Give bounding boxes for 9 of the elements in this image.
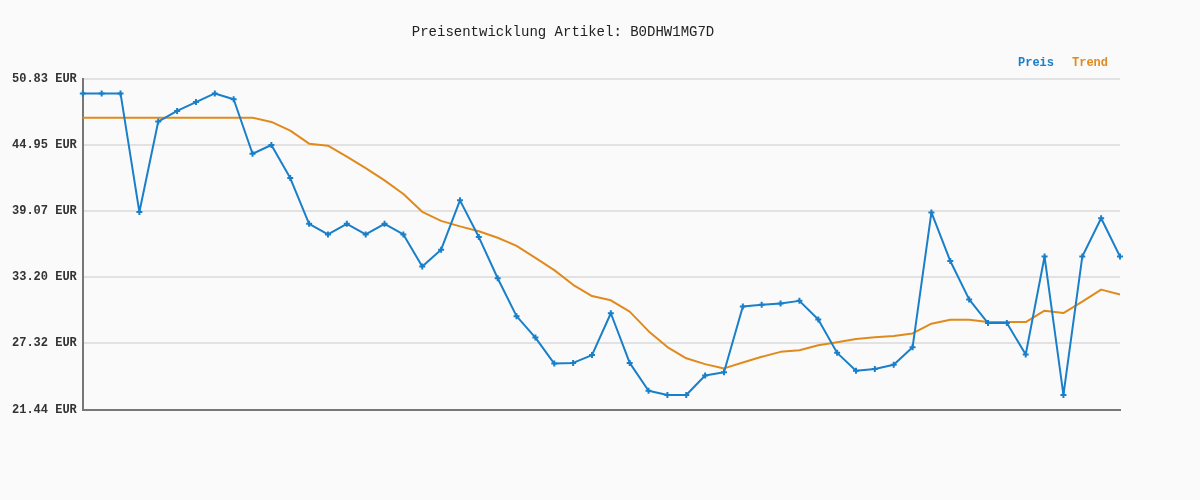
text: Preis xyxy=(1017,55,1054,70)
y-tick-label: 39.07 EUR xyxy=(12,204,78,219)
y-tick-label: 33.20 EUR xyxy=(12,270,78,285)
chart-title: Preisentwicklung Artikel: B0DHW1MG7D xyxy=(411,24,715,41)
y-tick-label: 44.95 EUR xyxy=(12,138,78,152)
y-tick-label: 50.83 EUR xyxy=(12,71,78,86)
y-tick-label: 21.44 EUR xyxy=(12,402,78,417)
text: Trend xyxy=(1071,55,1109,70)
y-tick-label: 27.32 EUR xyxy=(12,336,78,351)
